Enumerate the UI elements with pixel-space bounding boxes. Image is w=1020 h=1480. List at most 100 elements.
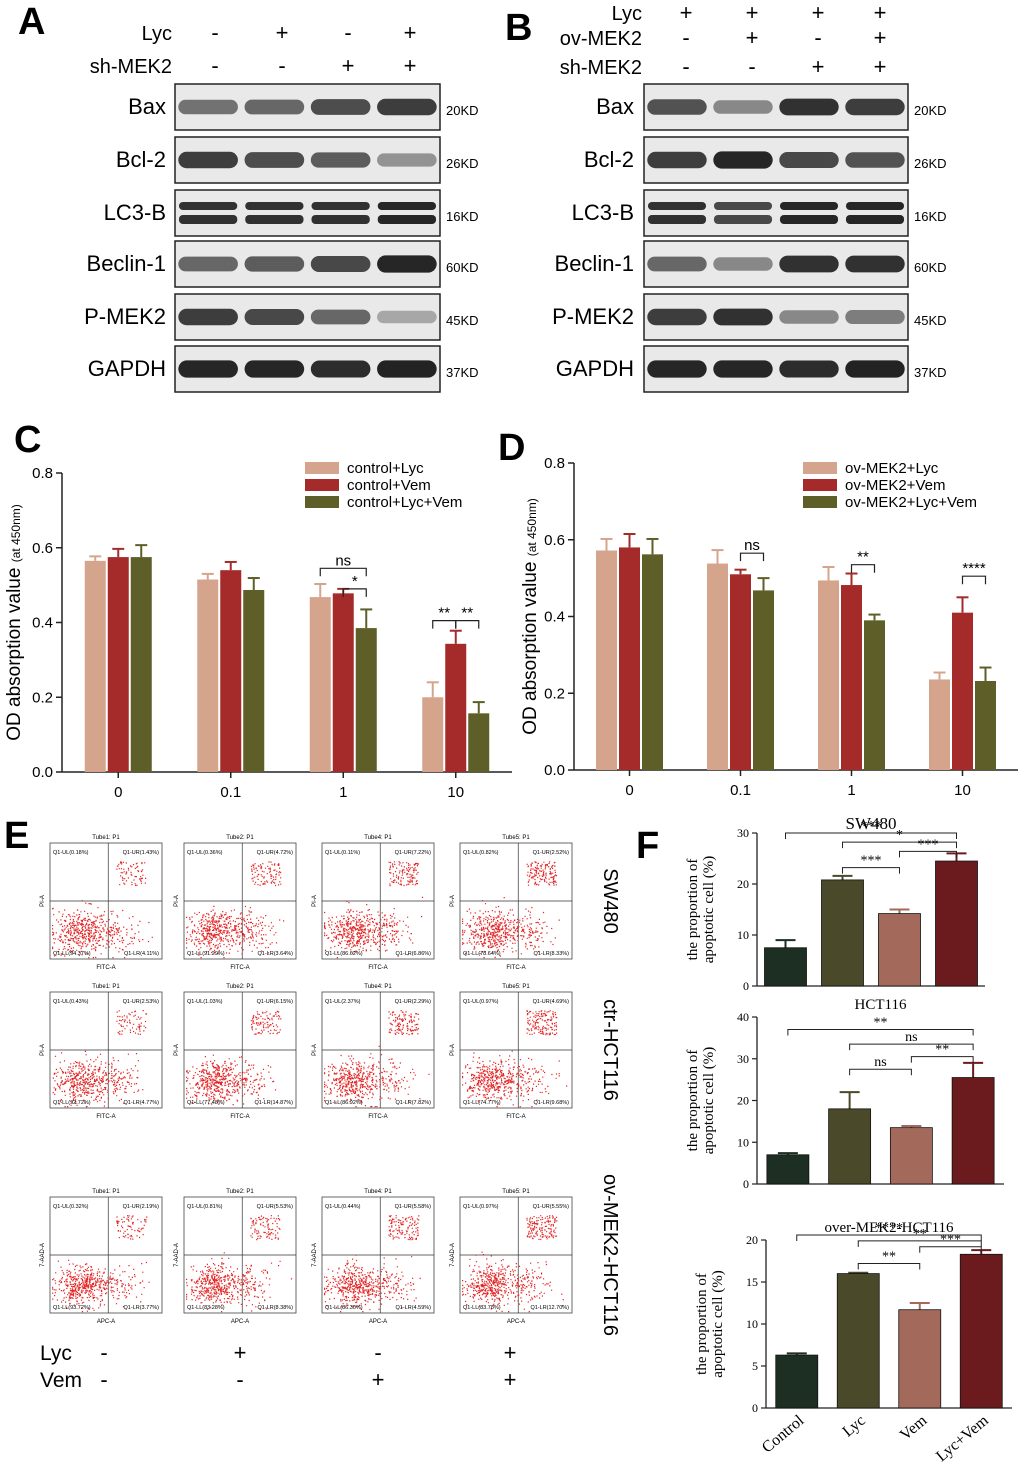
condition-sign: + [504,1340,517,1365]
legend-label: ov-MEK2+Vem [845,477,945,494]
x-axis-label: APC-A [507,1319,525,1325]
legend-swatch [803,462,837,474]
condition-sign: + [812,54,825,79]
flow-events [462,861,560,959]
y-tick-label: 30 [737,826,749,840]
x-tick-label: Control [759,1412,808,1457]
flow-cytometry-grid: Tube1: P1 Q1-UL(0.18%) Q1-UR(1.43%) Q1-LL(9… [40,835,621,1392]
condition-sign: - [100,1367,107,1392]
flow-plot: Tube5: P1 Q1-UL(0.97%) Q1-UR(5.55%) Q1-LL(8… [450,1189,573,1325]
condition-sign: + [746,25,759,50]
tube-title: Tube1: P1 [92,835,120,841]
tube-title: Tube5: P1 [502,1189,530,1195]
significance-bracket [961,575,987,585]
tube-title: Tube5: P1 [502,835,530,841]
quadrant-lr: Q1-LR(8.38%) [258,1305,294,1311]
blot-band [713,257,773,271]
y-tick-label: 5 [752,1359,758,1373]
significance-bracket [849,1043,974,1051]
y-axis-label: PI-A [312,895,318,907]
significance-bracket [787,1029,974,1036]
quadrant-ul: Q1-UL(0.97%) [463,999,499,1005]
y-tick-label: 0.6 [544,532,565,549]
quadrant-ul: Q1-UL(0.82%) [463,850,499,856]
blot-band [245,215,304,224]
significance-label: ** [913,1227,927,1242]
blot-band [310,360,371,378]
x-axis-label: FITC-A [506,965,525,971]
quadrant-ur: Q1-UR(6.15%) [257,999,294,1005]
x-axis-label: FITC-A [230,1114,249,1120]
y-tick-label: 0.8 [544,455,565,472]
significance-label: *** [861,854,882,869]
bar [828,1108,872,1185]
blot-band [713,215,773,224]
blot-band [377,153,437,167]
condition-label: ov-MEK2 [560,28,642,50]
tube-title: Tube1: P1 [92,1189,120,1195]
condition-sign: + [812,0,825,25]
blot-band [178,202,238,210]
blot-band [647,202,707,210]
bar [730,574,751,770]
blot-band [377,310,437,324]
protein-label: P-MEK2 [84,304,166,329]
x-axis-label: FITC-A [230,965,249,971]
protein-label: Beclin-1 [87,251,166,276]
y-tick-label: 0 [743,979,749,993]
y-axis-label: the proportion of [685,859,701,961]
panel-letter-e: E [4,815,29,857]
y-tick-label: 0.6 [32,540,53,557]
significance-label: *** [918,837,939,852]
bar [355,628,377,772]
y-tick-label: 40 [737,1010,749,1024]
blot-band [178,215,238,224]
significance-label: ** [438,605,450,622]
blot-band [377,215,437,224]
quadrant-ur: Q1-UR(4.72%) [257,850,294,856]
bar [935,860,978,987]
y-axis-label: PI-A [312,1044,318,1056]
x-tick-label: 0 [625,782,633,799]
significance-bracket [849,1068,912,1076]
y-tick-label: 10 [737,1135,749,1149]
flow-events [324,1215,421,1313]
quadrant-lr: Q1-LR(4.59%) [396,1305,432,1311]
molecular-weight-label: 45KD [914,313,947,328]
blot-band [310,99,371,115]
protein-label: Bcl-2 [584,147,634,172]
quadrant-ll: Q1-LL(83.28%) [187,1305,225,1311]
y-axis-label: 7-AAD-A [174,1243,180,1267]
flow-plot: Tube4: P1 Q1-UL(2.37%) Q1-UR(2.29%) Q1-LL(8… [312,984,435,1120]
legend-label: ov-MEK2+Lyc+Vem [845,494,977,511]
significance-bracket [432,620,457,629]
blot-band [377,98,437,116]
quadrant-ul: Q1-UL(2.37%) [325,999,361,1005]
blot-band [178,99,238,115]
blot-band [647,151,707,169]
bar [197,579,219,772]
quadrant-ll: Q1-LL(74.77%) [463,1100,501,1106]
bar [309,597,331,772]
flow-plot: Tube2: P1 Q1-UL(0.81%) Q1-UR(5.53%) Q1-LL(8… [174,1189,297,1325]
significance-label: ns [905,1030,917,1045]
panel-letter-a: A [18,1,45,43]
row-label: SW480 [599,868,621,934]
quadrant-ul: Q1-UL(0.18%) [53,850,89,856]
flow-plot: Tube1: P1 Q1-UL(0.18%) Q1-UR(1.43%) Q1-LL(9… [40,835,163,971]
blot-band [311,202,370,210]
condition-sign: - [211,20,218,45]
y-tick-label: 0.4 [544,609,565,626]
quadrant-ul: Q1-UL(0.97%) [463,1204,499,1210]
tube-title: Tube2: P1 [226,835,254,841]
bar [107,557,129,772]
protein-label: GAPDH [556,356,634,381]
y-axis-label: the proportion of [685,1050,701,1152]
quadrant-lr: Q1-LR(8.33%) [534,951,570,957]
x-axis-label: FITC-A [96,965,115,971]
blot-band [244,152,305,168]
tube-title: Tube5: P1 [502,984,530,990]
x-axis-label: APC-A [369,1319,387,1325]
condition-sign: + [342,53,355,78]
